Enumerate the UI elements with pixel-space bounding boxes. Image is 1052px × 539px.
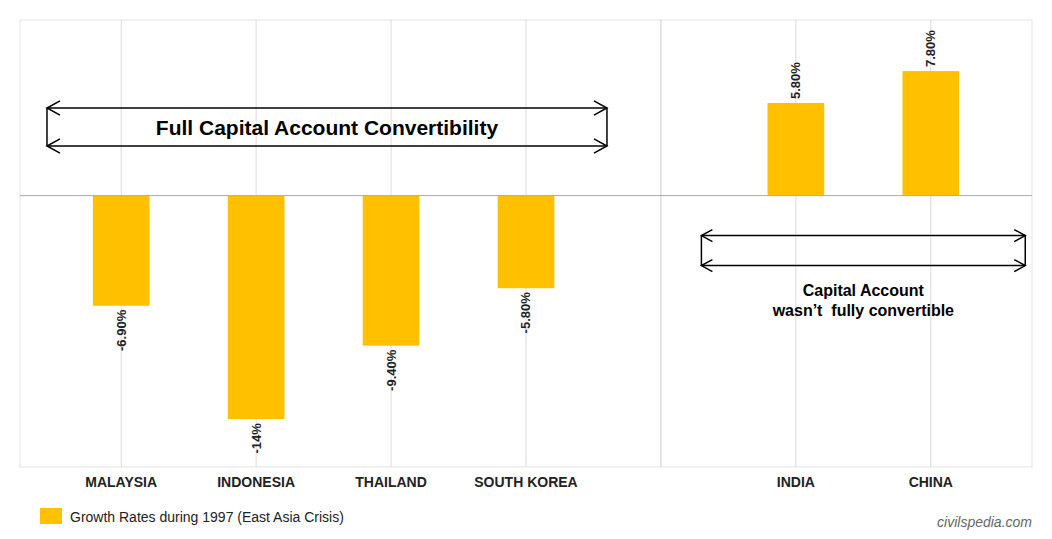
bar (902, 71, 959, 196)
x-tick-label: SOUTH KOREA (474, 474, 577, 490)
legend-swatch (40, 508, 62, 524)
arrow-shaft (701, 235, 1025, 237)
bar (228, 196, 285, 420)
plot-frame (20, 20, 1032, 467)
x-tick-label: THAILAND (355, 474, 427, 490)
watermark: civilspedia.com (937, 514, 1032, 530)
data-label: 7.80% (923, 30, 938, 67)
chart-container: -6.90% -14% -9.40% -5.80% 5.80% 7.80% MALAYSIA… (0, 0, 1052, 539)
bars (93, 71, 959, 419)
bar (363, 196, 420, 346)
bar (498, 196, 555, 289)
x-tick-label: CHINA (909, 474, 953, 490)
arrow-head (47, 101, 60, 115)
arrow-shaft (47, 145, 607, 147)
arrow-head (1014, 260, 1025, 272)
annotation: Capital Account wasn’t fully convertible (772, 282, 954, 319)
arrow-head (701, 260, 712, 272)
arrow-connector (1025, 236, 1027, 266)
group-divider (660, 20, 661, 467)
arrow-connector (46, 108, 48, 146)
text-line: wasn’t fully convertible (772, 302, 954, 319)
arrow-shaft (701, 265, 1025, 267)
legend-label: Growth Rates during 1997 (East Asia Cris… (70, 509, 344, 525)
arrow-head (47, 139, 60, 153)
arrow-head (1014, 230, 1025, 242)
x-tick-label: MALAYSIA (85, 474, 157, 490)
arrow-shaft (47, 107, 607, 109)
x-tick-label: INDONESIA (217, 474, 295, 490)
data-label: -9.40% (384, 349, 399, 391)
bar (93, 196, 150, 306)
text-line: civilspedia.com (937, 514, 1032, 530)
x-tick-label: INDIA (777, 474, 815, 490)
arrow-head (594, 139, 607, 153)
arrow-head (701, 230, 712, 242)
data-label: -14% (249, 423, 264, 454)
chart-svg: -6.90% -14% -9.40% -5.80% 5.80% 7.80% MALAYSIA… (0, 0, 1052, 539)
baseline (20, 195, 1032, 196)
annotation: Full Capital Account Convertibility (156, 116, 499, 139)
legend: Growth Rates during 1997 (East Asia Cris… (40, 508, 344, 525)
text-line: Capital Account (803, 282, 925, 299)
data-label: -5.80% (519, 292, 534, 334)
text-line: Full Capital Account Convertibility (156, 116, 499, 139)
bar (768, 103, 825, 196)
data-label: 5.80% (788, 62, 803, 99)
arrow-head (594, 101, 607, 115)
data-label: -6.90% (114, 309, 129, 351)
arrow-connector (606, 108, 608, 146)
arrow-connector (701, 236, 703, 266)
